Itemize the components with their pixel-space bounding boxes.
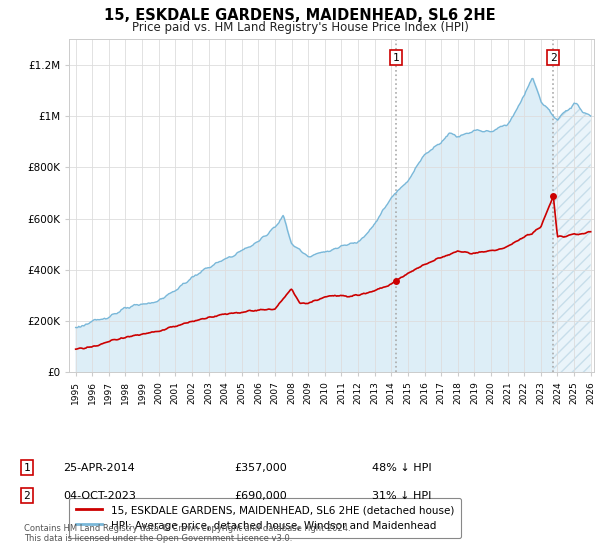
Text: Contains HM Land Registry data © Crown copyright and database right 2024.
This d: Contains HM Land Registry data © Crown c… <box>24 524 350 543</box>
Text: £690,000: £690,000 <box>234 491 287 501</box>
Text: 31% ↓ HPI: 31% ↓ HPI <box>372 491 431 501</box>
Text: £357,000: £357,000 <box>234 463 287 473</box>
Text: 1: 1 <box>393 53 400 63</box>
Legend: 15, ESKDALE GARDENS, MAIDENHEAD, SL6 2HE (detached house), HPI: Average price, d: 15, ESKDALE GARDENS, MAIDENHEAD, SL6 2HE… <box>69 498 461 538</box>
Text: 48% ↓ HPI: 48% ↓ HPI <box>372 463 431 473</box>
Text: 15, ESKDALE GARDENS, MAIDENHEAD, SL6 2HE: 15, ESKDALE GARDENS, MAIDENHEAD, SL6 2HE <box>104 8 496 24</box>
Text: Price paid vs. HM Land Registry's House Price Index (HPI): Price paid vs. HM Land Registry's House … <box>131 21 469 34</box>
Text: 2: 2 <box>550 53 557 63</box>
Text: 25-APR-2014: 25-APR-2014 <box>63 463 135 473</box>
Text: 2: 2 <box>23 491 31 501</box>
Text: 04-OCT-2023: 04-OCT-2023 <box>63 491 136 501</box>
Text: 1: 1 <box>23 463 31 473</box>
